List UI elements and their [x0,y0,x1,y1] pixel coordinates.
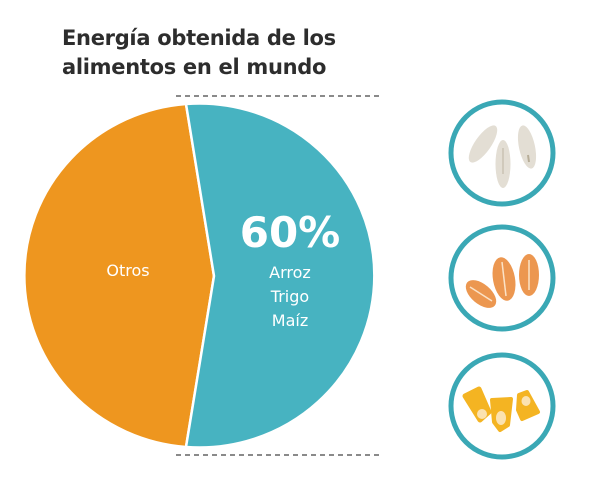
wheat-grains-icon [448,224,556,332]
slice-label-arroz: Arroz [269,263,311,282]
slice-label-otros: Otros [106,261,149,280]
title-line-2: alimentos en el mundo [62,55,327,79]
title-line-1: Energía obtenida de los [62,26,336,50]
pie-slice-arroz-trigo-maiz [184,102,376,449]
pie-slice-otros [23,102,216,449]
chart-title: Energía obtenida de los alimentos en el … [62,24,336,82]
rice-grains-icon [448,99,556,207]
slice-label-maiz: Maíz [272,311,308,330]
slice-label-trigo: Trigo [270,287,309,306]
corn-kernels-icon [448,352,556,460]
slice-value-label: 60% [240,208,341,257]
